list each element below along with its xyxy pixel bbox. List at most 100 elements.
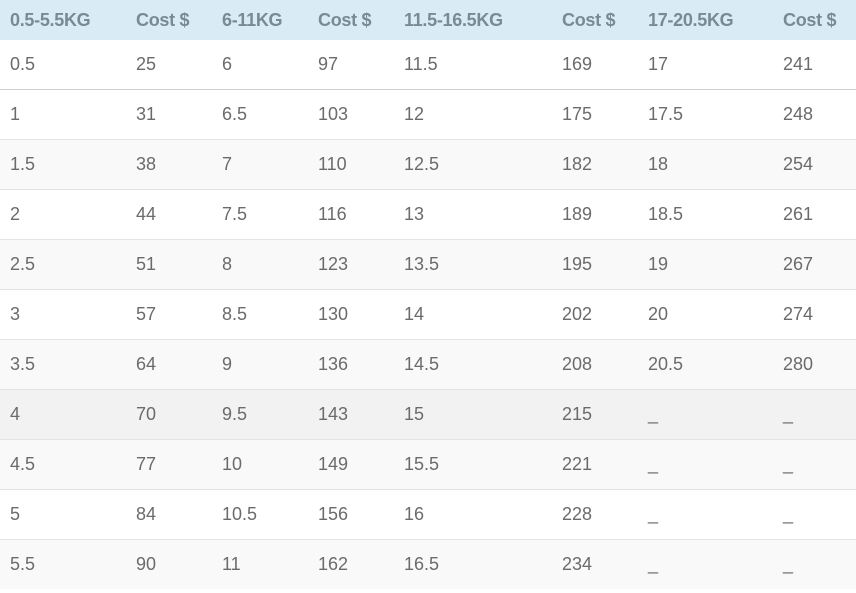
table-cell: 7 bbox=[212, 139, 308, 190]
table-cell: 9 bbox=[212, 339, 308, 390]
table-row: 1 31 6.5 103 12 175 17.5 248 bbox=[0, 89, 856, 140]
table-cell: 31 bbox=[126, 89, 212, 140]
table-cell: _ bbox=[773, 539, 856, 589]
table-row: 5.5 90 11 162 16.5 234 _ _ bbox=[0, 539, 856, 589]
table-cell: 274 bbox=[773, 289, 856, 340]
table-cell: 149 bbox=[308, 439, 394, 490]
table-cell: 5.5 bbox=[0, 539, 126, 589]
table-row: 4 70 9.5 143 15 215 _ _ bbox=[0, 389, 856, 440]
table-cell: 17 bbox=[648, 54, 669, 74]
table-cell: 254 bbox=[773, 139, 856, 190]
table-header: 0.5-5.5KG Cost $6-11KG Cost $11.5-16.5KG Co… bbox=[0, 0, 856, 40]
table-cell: 261 bbox=[773, 189, 856, 240]
table-cell: 130 bbox=[308, 289, 394, 340]
table-cell: 10 bbox=[212, 439, 308, 490]
table-row: 2.5 51 8 123 13.5 195 19 267 bbox=[0, 239, 856, 290]
table-cell: _ bbox=[638, 489, 773, 540]
table-cell: 64 bbox=[126, 339, 212, 390]
table-cell: 175 bbox=[552, 89, 638, 140]
table-cell: 25 bbox=[136, 54, 157, 74]
table-cell: _ bbox=[638, 389, 773, 440]
table-cell: 44 bbox=[126, 189, 212, 240]
table-cell: 11.5 bbox=[404, 54, 438, 74]
header-cell: 0.5-5.5KG bbox=[0, 0, 126, 40]
table-cell: 6.5 bbox=[212, 89, 308, 140]
table-row: 3.5 64 9 136 14.5 208 20.5 280 bbox=[0, 339, 856, 390]
table-cell: 77 bbox=[126, 439, 212, 490]
table-cell: 4 bbox=[0, 389, 126, 440]
table-cell: 2.5 bbox=[0, 239, 126, 290]
table-cell: 90 bbox=[126, 539, 212, 589]
table-cell: 202 bbox=[552, 289, 638, 340]
table-cell: 156 bbox=[308, 489, 394, 540]
table-cell: 5 bbox=[0, 489, 126, 540]
table-cell: _ bbox=[773, 439, 856, 490]
table-cell: 19 bbox=[638, 239, 773, 290]
table-cell: 57 bbox=[126, 289, 212, 340]
table-cell: 221 bbox=[552, 439, 638, 490]
table-cell: 14.5 bbox=[394, 339, 552, 390]
table-row: 5 84 10.5 156 16 228 _ _ bbox=[0, 489, 856, 540]
table-cell: _ bbox=[773, 389, 856, 440]
table-cell: 1 bbox=[0, 89, 126, 140]
table-cell: 169 bbox=[562, 54, 593, 74]
table-cell: 13.5 bbox=[394, 239, 552, 290]
table-cell: 70 bbox=[126, 389, 212, 440]
table-cell: 110 bbox=[308, 139, 394, 190]
table-cell: 84 bbox=[126, 489, 212, 540]
table-cell: 7.5 bbox=[212, 189, 308, 240]
table-cell: 13 bbox=[394, 189, 552, 240]
table-cell: 10.5 bbox=[212, 489, 308, 540]
table-cell: 20 bbox=[638, 289, 773, 340]
header-cell: 11.5-16.5KG bbox=[394, 0, 552, 40]
table-cell: 208 bbox=[552, 339, 638, 390]
table-cell: 248 bbox=[773, 89, 856, 140]
table-cell: 215 bbox=[552, 389, 638, 440]
table-cell: 189 bbox=[552, 189, 638, 240]
table-cell: 12 bbox=[394, 89, 552, 140]
table-cell: 51 bbox=[126, 239, 212, 290]
table-cell: 1.5 bbox=[0, 139, 126, 190]
table-cell: 123 bbox=[308, 239, 394, 290]
table-cell: 162 bbox=[308, 539, 394, 589]
table-row: 3 57 8.5 130 14 202 20 274 bbox=[0, 289, 856, 340]
table-cell: 15 bbox=[394, 389, 552, 440]
table-body: 0.5 25 6 97 11.5 169 17 241 1 31 6.5 103 12 175 17.5 24… bbox=[0, 40, 856, 589]
table-cell: 38 bbox=[126, 139, 212, 190]
table-cell: 12.5 bbox=[394, 139, 552, 190]
table-cell: 17.5 bbox=[638, 89, 773, 140]
table-cell: 3.5 bbox=[0, 339, 126, 390]
table-cell: 3 bbox=[0, 289, 126, 340]
table-cell: 4.5 bbox=[0, 439, 126, 490]
table-cell: 16 bbox=[394, 489, 552, 540]
table-row: 0.5 25 6 97 11.5 169 17 241 bbox=[0, 40, 856, 90]
table-cell: 136 bbox=[308, 339, 394, 390]
table-cell: 182 bbox=[552, 139, 638, 190]
table-cell: 267 bbox=[773, 239, 856, 290]
header-cell: Cost $ bbox=[552, 0, 638, 40]
table-cell: 195 bbox=[552, 239, 638, 290]
table-cell: 16.5 bbox=[394, 539, 552, 589]
table-row: 1.5 38 7 110 12.5 182 18 254 bbox=[0, 139, 856, 190]
table-cell: 143 bbox=[308, 389, 394, 440]
table-cell: _ bbox=[638, 539, 773, 589]
table-cell: 8.5 bbox=[212, 289, 308, 340]
header-cell: Cost $ bbox=[773, 0, 856, 40]
table-cell: 20.5 bbox=[638, 339, 773, 390]
table-cell: _ bbox=[638, 439, 773, 490]
table-cell: 0.5 bbox=[10, 54, 36, 74]
header-row: 0.5-5.5KG Cost $6-11KG Cost $11.5-16.5KG Co… bbox=[0, 0, 856, 40]
table-cell: 14 bbox=[394, 289, 552, 340]
table-cell: 18.5 bbox=[638, 189, 773, 240]
table-row: 4.5 77 10 149 15.5 221 _ _ bbox=[0, 439, 856, 490]
table-cell: 97 bbox=[318, 54, 339, 74]
table-cell: 11 bbox=[212, 539, 308, 589]
table-cell: 8 bbox=[212, 239, 308, 290]
header-cell: Cost $ bbox=[308, 0, 394, 40]
table-cell: 103 bbox=[308, 89, 394, 140]
table-cell: 15.5 bbox=[394, 439, 552, 490]
table-cell: 18 bbox=[638, 139, 773, 190]
header-cell: 17-20.5KG bbox=[638, 0, 773, 40]
table-cell: 241 bbox=[783, 54, 814, 74]
